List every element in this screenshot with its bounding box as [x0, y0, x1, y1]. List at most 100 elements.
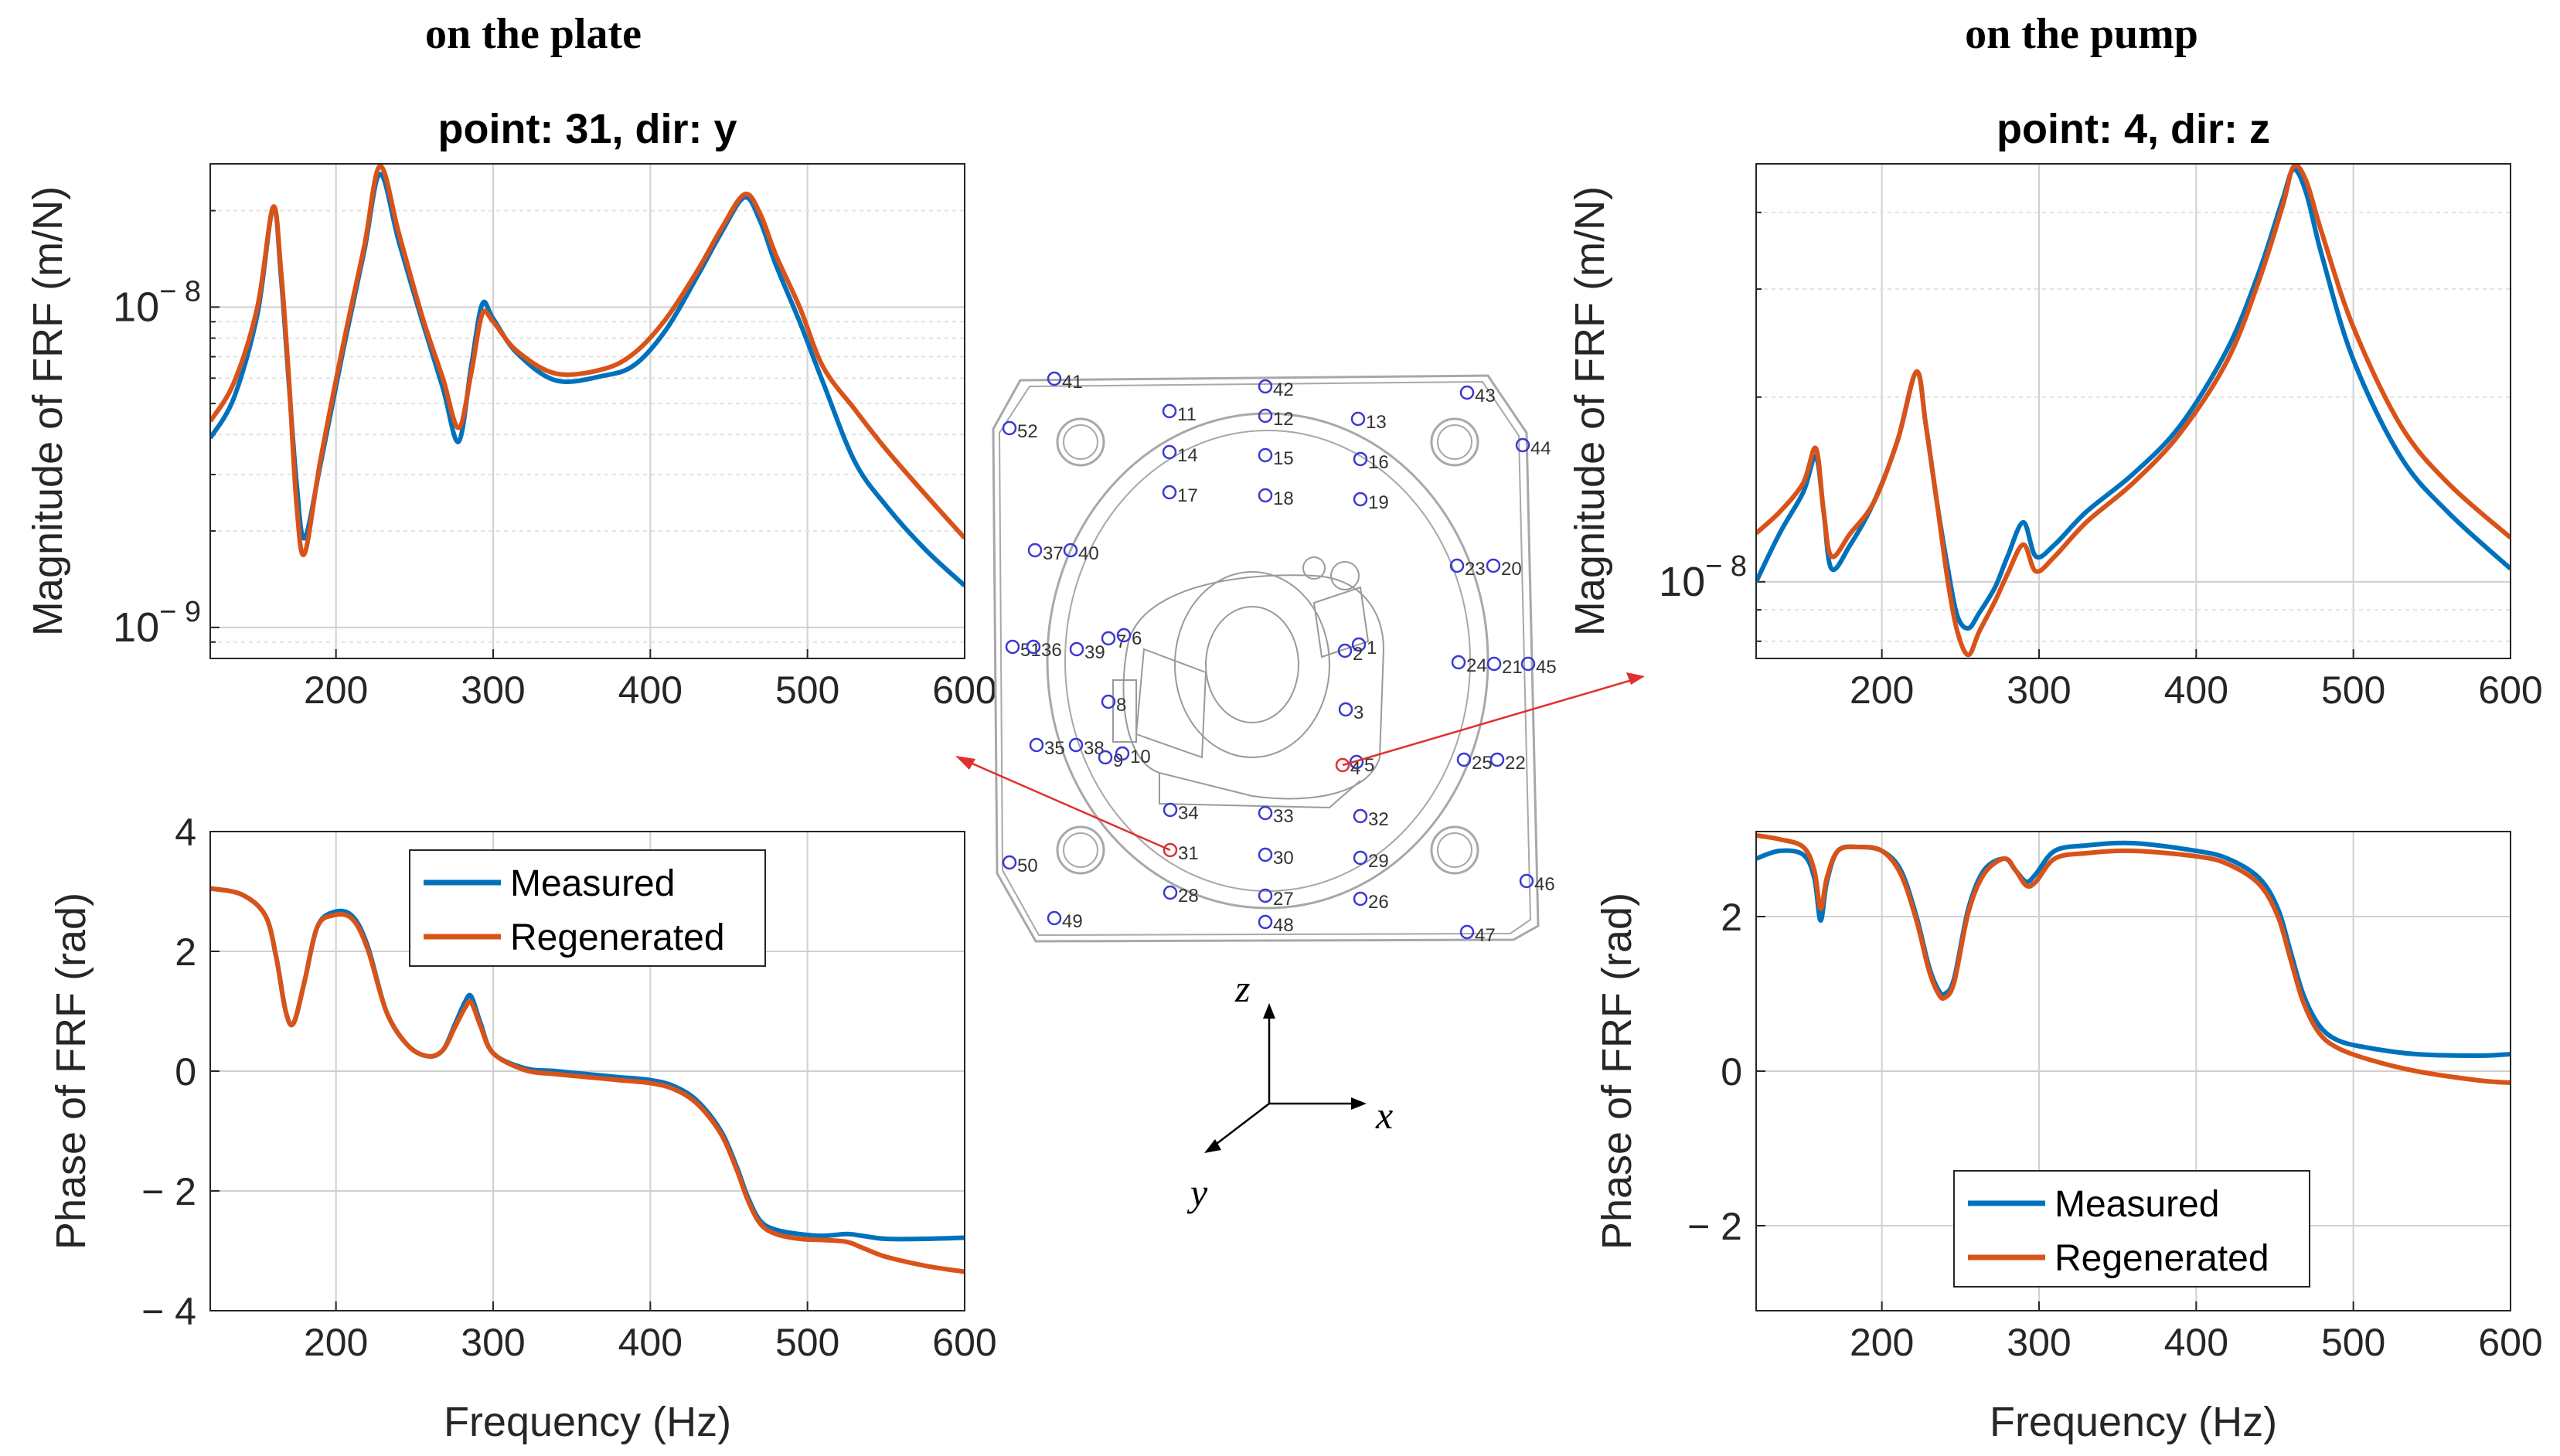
point-marker-12 [1258, 408, 1273, 424]
chart-title: point: 31, dir: y [437, 106, 737, 152]
plate-inner-outline [998, 380, 1532, 937]
point-marker-8 [1101, 694, 1116, 709]
point-marker-1 [1351, 637, 1367, 652]
point-marker-9 [1098, 750, 1113, 765]
x-tick-label: 400 [2164, 1321, 2228, 1364]
point-label-13: 13 [1366, 412, 1387, 433]
point-label-45: 45 [1536, 657, 1557, 678]
point-label-39: 39 [1084, 642, 1105, 663]
point-marker-14 [1162, 444, 1177, 460]
pump-port [1112, 679, 1137, 743]
pump-bolt [1330, 561, 1360, 590]
point-marker-22 [1489, 752, 1505, 767]
point-label-32: 32 [1368, 809, 1389, 830]
point-label-12: 12 [1273, 409, 1294, 430]
y-tick-exponent: − 8 [159, 275, 201, 308]
point-label-36: 36 [1041, 640, 1062, 661]
pump-impeller [1205, 606, 1299, 723]
y-tick-base: 10 [113, 284, 159, 330]
point-marker-19 [1353, 492, 1368, 507]
mount-hole-inner [1437, 424, 1472, 460]
point-label-5: 5 [1364, 755, 1374, 776]
mount-hole [1056, 825, 1105, 875]
point-marker-47 [1459, 924, 1475, 940]
pump-housing [1122, 574, 1385, 800]
y-tick-label: 2 [175, 930, 196, 974]
flange-circle [1046, 412, 1489, 910]
point-marker-37 [1027, 543, 1043, 558]
point-marker-43 [1459, 385, 1475, 400]
x-tick-label: 500 [775, 1321, 839, 1364]
point-marker-33 [1258, 805, 1273, 821]
point-marker-6 [1116, 628, 1132, 643]
point-marker-49 [1047, 910, 1062, 926]
point-label-24: 24 [1466, 655, 1487, 676]
series-line-regenerated [1756, 164, 2511, 658]
y-axis-label: Magnitude of FRF (m/N) [25, 186, 71, 636]
point-marker-17 [1162, 485, 1177, 500]
legend-entry-measured: Measured [510, 863, 675, 904]
point-label-38: 38 [1084, 738, 1105, 759]
point-label-9: 9 [1113, 750, 1123, 771]
mount-hole-inner [1063, 832, 1098, 868]
legend-entry-regenerated: Regenerated [510, 917, 725, 958]
legend: Measured Regenerated [409, 849, 766, 967]
axis-triad: z x y [1186, 967, 1393, 1214]
arrowhead-pump [1626, 672, 1645, 685]
point-label-22: 22 [1505, 753, 1526, 774]
x-axis-label: Frequency (Hz) [1990, 1399, 2277, 1445]
point-label-2: 2 [1353, 644, 1363, 665]
point-label-17: 17 [1177, 485, 1198, 506]
point-marker-31 [1163, 842, 1178, 858]
point-label-33: 33 [1273, 806, 1294, 827]
point-marker-45 [1520, 656, 1536, 672]
point-marker-34 [1163, 802, 1178, 818]
point-marker-20 [1486, 558, 1501, 573]
x-tick-label: 300 [461, 668, 525, 712]
point-marker-48 [1258, 914, 1273, 930]
point-label-11: 11 [1177, 404, 1197, 425]
y-tick-base: 10 [113, 604, 159, 651]
point-marker-52 [1002, 420, 1017, 436]
point-marker-24 [1451, 655, 1466, 670]
point-marker-18 [1258, 488, 1273, 503]
point-marker-50 [1002, 855, 1017, 870]
chart-pump_mag: 200 300 400 500 600 10− 8 point: 4, dir: z Magn… [1567, 106, 2543, 712]
point-label-40: 40 [1078, 543, 1099, 564]
point-marker-42 [1258, 379, 1273, 394]
chart-plate_phase: 200 300 400 500 600 4 2 0 − 2 − 4 Phase of FRF (ra… [48, 811, 997, 1445]
chart-title: point: 4, dir: z [1997, 106, 2270, 152]
y-tick-label: 4 [175, 811, 196, 854]
x-axis-label: Frequency (Hz) [444, 1399, 731, 1445]
callout-arrows [955, 672, 1645, 852]
point-label-37: 37 [1043, 543, 1064, 564]
y-tick-label: 10− 8 [1659, 550, 1747, 605]
point-label-1: 1 [1367, 638, 1377, 658]
x-arrowhead [1351, 1097, 1367, 1110]
y-axis-label: y [1186, 1171, 1208, 1214]
pump-volute [1174, 571, 1330, 758]
legend-box [409, 849, 766, 967]
heading-plate: on the plate [425, 10, 642, 58]
point-marker-36 [1026, 639, 1041, 655]
plot-area [1756, 164, 2511, 658]
heading-pump: on the pump [1965, 10, 2198, 58]
y-tick-label: 10− 9 [113, 596, 201, 651]
point-marker-3 [1338, 702, 1353, 717]
x-tick-label: 300 [2007, 1321, 2071, 1364]
point-label-15: 15 [1273, 448, 1294, 469]
point-label-27: 27 [1273, 889, 1294, 910]
axes-frame [209, 163, 965, 659]
pump-base [1159, 773, 1361, 809]
point-label-16: 16 [1368, 452, 1389, 473]
x-tick-label: 500 [2321, 1321, 2385, 1364]
axes-frame [1755, 831, 2511, 1311]
x-tick-label: 600 [2478, 668, 2542, 712]
x-tick-label: 600 [2478, 1321, 2542, 1364]
point-marker-29 [1353, 850, 1368, 866]
point-marker-23 [1449, 558, 1465, 573]
y-tick-label: 0 [1721, 1050, 1742, 1094]
point-label-48: 48 [1273, 915, 1294, 936]
point-label-49: 49 [1062, 911, 1083, 932]
